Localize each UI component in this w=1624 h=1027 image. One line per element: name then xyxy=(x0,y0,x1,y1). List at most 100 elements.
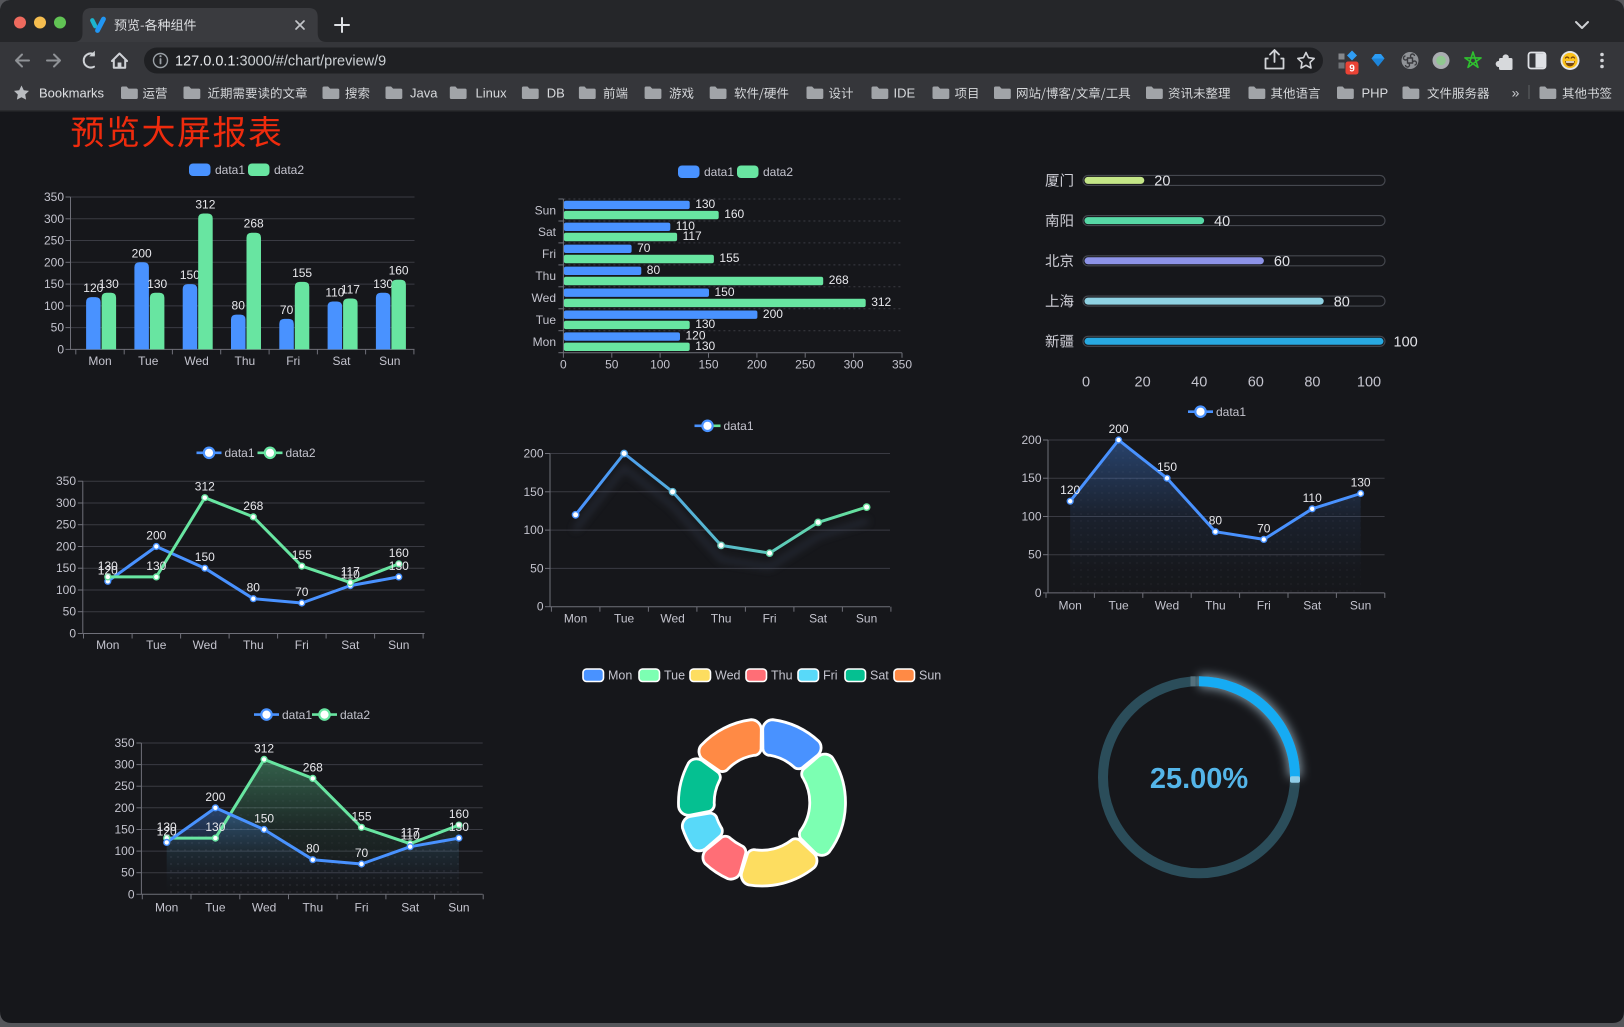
svg-text:155: 155 xyxy=(351,809,371,823)
svg-text:Thu: Thu xyxy=(302,901,323,915)
svg-text:120: 120 xyxy=(83,281,103,295)
svg-text:data2: data2 xyxy=(286,446,316,460)
svg-text:Mon: Mon xyxy=(88,354,111,368)
svg-text:100: 100 xyxy=(114,844,134,858)
svg-text:250: 250 xyxy=(795,358,815,372)
svg-text:Mon: Mon xyxy=(155,901,178,915)
svg-text:110: 110 xyxy=(401,829,420,843)
svg-text:155: 155 xyxy=(292,266,312,280)
svg-text:data1: data1 xyxy=(724,419,754,433)
svg-text:150: 150 xyxy=(1021,471,1041,485)
svg-text:Mon: Mon xyxy=(533,335,556,349)
svg-text:Sun: Sun xyxy=(448,901,469,915)
svg-text:Linux: Linux xyxy=(476,86,508,101)
svg-text:127.0.0.1:3000/#/chart/preview: 127.0.0.1:3000/#/chart/preview/9 xyxy=(175,53,386,69)
svg-text:200: 200 xyxy=(132,246,152,260)
svg-text:0: 0 xyxy=(537,600,544,614)
svg-text:60: 60 xyxy=(1274,254,1290,270)
svg-text:150: 150 xyxy=(195,550,215,564)
svg-text:100: 100 xyxy=(56,583,76,597)
svg-text:data1: data1 xyxy=(1216,405,1246,419)
svg-text:312: 312 xyxy=(195,480,215,494)
svg-text:Thu: Thu xyxy=(711,612,732,626)
svg-text:312: 312 xyxy=(254,741,274,755)
svg-text:data1: data1 xyxy=(704,165,734,179)
svg-text:130: 130 xyxy=(157,820,177,834)
svg-text:200: 200 xyxy=(146,529,166,543)
svg-text:Sat: Sat xyxy=(809,612,828,626)
svg-text:130: 130 xyxy=(146,559,166,573)
svg-text:data2: data2 xyxy=(763,165,793,179)
svg-text:150: 150 xyxy=(44,277,64,291)
svg-text:Mon: Mon xyxy=(564,612,587,626)
svg-text:Tue: Tue xyxy=(664,669,685,683)
svg-text:200: 200 xyxy=(1109,422,1129,436)
svg-text:110: 110 xyxy=(676,219,695,233)
svg-text:268: 268 xyxy=(829,273,849,287)
svg-text:25.00%: 25.00% xyxy=(1150,763,1249,795)
svg-text:Sat: Sat xyxy=(1303,599,1322,613)
svg-text:Thu: Thu xyxy=(535,269,556,283)
svg-text:40: 40 xyxy=(1191,375,1207,391)
svg-text:130: 130 xyxy=(695,197,715,211)
svg-text:150: 150 xyxy=(254,812,274,826)
svg-text:130: 130 xyxy=(1351,476,1371,490)
svg-text:data1: data1 xyxy=(215,163,245,177)
svg-text:70: 70 xyxy=(637,241,651,255)
svg-text:150: 150 xyxy=(523,485,543,499)
svg-text:80: 80 xyxy=(647,263,661,277)
svg-text:Fri: Fri xyxy=(355,901,369,915)
svg-text:Fri: Fri xyxy=(763,612,777,626)
svg-text:120: 120 xyxy=(1060,483,1080,497)
svg-text:50: 50 xyxy=(1028,548,1042,562)
svg-text:110: 110 xyxy=(1303,491,1322,505)
svg-text:Sun: Sun xyxy=(535,203,556,217)
svg-text:0: 0 xyxy=(69,627,76,641)
svg-text:9: 9 xyxy=(1349,64,1355,75)
svg-text:Java: Java xyxy=(410,86,438,101)
svg-text:DB: DB xyxy=(547,86,565,101)
svg-text:Sat: Sat xyxy=(332,354,351,368)
svg-text:data2: data2 xyxy=(274,163,304,177)
svg-text:50: 50 xyxy=(51,321,65,335)
svg-text:200: 200 xyxy=(114,801,134,815)
svg-text:Fri: Fri xyxy=(295,638,309,652)
svg-text:130: 130 xyxy=(695,317,715,331)
svg-text:100: 100 xyxy=(650,358,670,372)
svg-text:150: 150 xyxy=(698,358,718,372)
svg-text:130: 130 xyxy=(695,339,715,353)
svg-text:Fri: Fri xyxy=(286,354,300,368)
svg-text:Sun: Sun xyxy=(919,669,941,683)
svg-text:110: 110 xyxy=(341,568,360,582)
svg-text:0: 0 xyxy=(1035,586,1042,600)
svg-text:Sat: Sat xyxy=(401,901,420,915)
svg-text:Wed: Wed xyxy=(660,612,684,626)
svg-text:Wed: Wed xyxy=(532,291,556,305)
svg-text:50: 50 xyxy=(121,866,135,880)
svg-text:100: 100 xyxy=(44,299,64,313)
svg-text:80: 80 xyxy=(1304,375,1320,391)
svg-text:0: 0 xyxy=(128,887,135,901)
svg-text:80: 80 xyxy=(232,299,246,313)
svg-text:150: 150 xyxy=(114,823,134,837)
svg-text:100: 100 xyxy=(1021,510,1041,524)
svg-text:100: 100 xyxy=(1394,335,1418,351)
svg-text:PHP: PHP xyxy=(1362,86,1389,101)
svg-text:200: 200 xyxy=(1021,433,1041,447)
svg-text:60: 60 xyxy=(1248,375,1264,391)
svg-text:117: 117 xyxy=(401,826,420,840)
svg-text:200: 200 xyxy=(763,307,783,321)
svg-text:»: » xyxy=(1512,85,1520,101)
svg-text:Tue: Tue xyxy=(536,313,557,327)
svg-text:70: 70 xyxy=(355,846,369,860)
svg-text:data1: data1 xyxy=(225,446,255,460)
svg-text:155: 155 xyxy=(292,548,312,562)
svg-text:130: 130 xyxy=(389,559,409,573)
svg-text:150: 150 xyxy=(56,561,76,575)
svg-text:300: 300 xyxy=(114,758,134,772)
svg-text:Thu: Thu xyxy=(243,638,264,652)
svg-text:150: 150 xyxy=(715,285,735,299)
svg-text:200: 200 xyxy=(747,358,767,372)
svg-text:Mon: Mon xyxy=(1059,599,1082,613)
svg-text:20: 20 xyxy=(1154,174,1170,190)
